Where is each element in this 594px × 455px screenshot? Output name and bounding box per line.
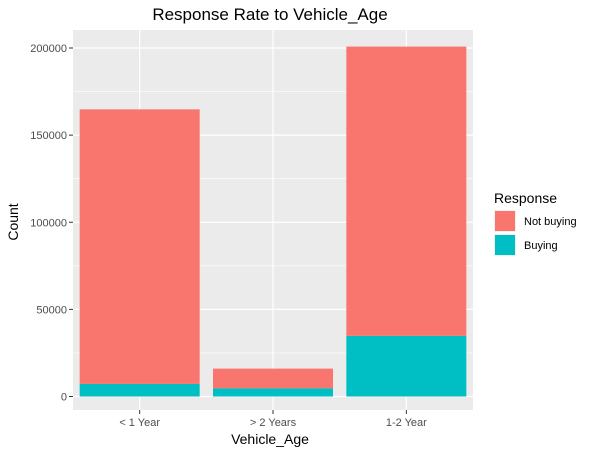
x-tick-label: < 1 Year <box>119 417 160 429</box>
legend-items: Not buying Buying <box>494 210 577 256</box>
bar-buying <box>346 335 467 397</box>
y-tick-label: 150000 <box>30 130 67 142</box>
bar-buying <box>79 383 200 397</box>
x-tick-label: 1-2 Year <box>386 417 427 429</box>
x-axis-title: Vehicle_Age <box>231 431 309 447</box>
x-axis: < 1 Year > 2 Years 1-2 Year <box>119 410 427 429</box>
x-tick-label: > 2 Years <box>250 417 297 429</box>
y-axis: 0 50000 100000 150000 200000 <box>30 43 73 404</box>
bar-not-buying <box>213 368 333 389</box>
bar-not-buying <box>79 109 200 384</box>
legend-label: Buying <box>524 240 558 252</box>
bars <box>79 46 467 397</box>
legend-swatch <box>495 235 515 255</box>
legend-swatch <box>495 211 515 231</box>
legend-label: Not buying <box>524 216 577 228</box>
bar-not-buying <box>346 46 467 336</box>
legend: Response Not buying Buying <box>494 190 577 256</box>
y-tick-label: 50000 <box>36 304 67 316</box>
y-axis-title: Count <box>5 203 21 240</box>
bar-buying <box>213 388 333 397</box>
y-tick-label: 200000 <box>30 43 67 55</box>
y-tick-label: 100000 <box>30 217 67 229</box>
legend-title: Response <box>494 190 557 206</box>
y-tick-label: 0 <box>61 392 67 404</box>
chart-title: Response Rate to Vehicle_Age <box>152 5 387 24</box>
